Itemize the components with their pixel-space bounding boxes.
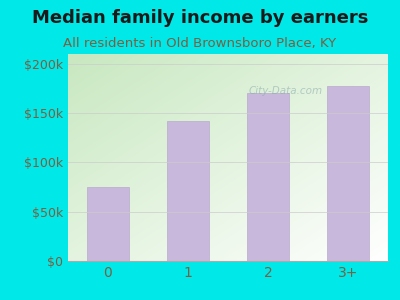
Bar — [167, 121, 209, 261]
Text: City-Data.com: City-Data.com — [248, 86, 323, 96]
Text: Median family income by earners: Median family income by earners — [32, 9, 368, 27]
Bar — [87, 187, 129, 261]
Text: All residents in Old Brownsboro Place, KY: All residents in Old Brownsboro Place, K… — [64, 38, 336, 50]
Bar — [327, 85, 369, 261]
Bar — [247, 93, 289, 261]
